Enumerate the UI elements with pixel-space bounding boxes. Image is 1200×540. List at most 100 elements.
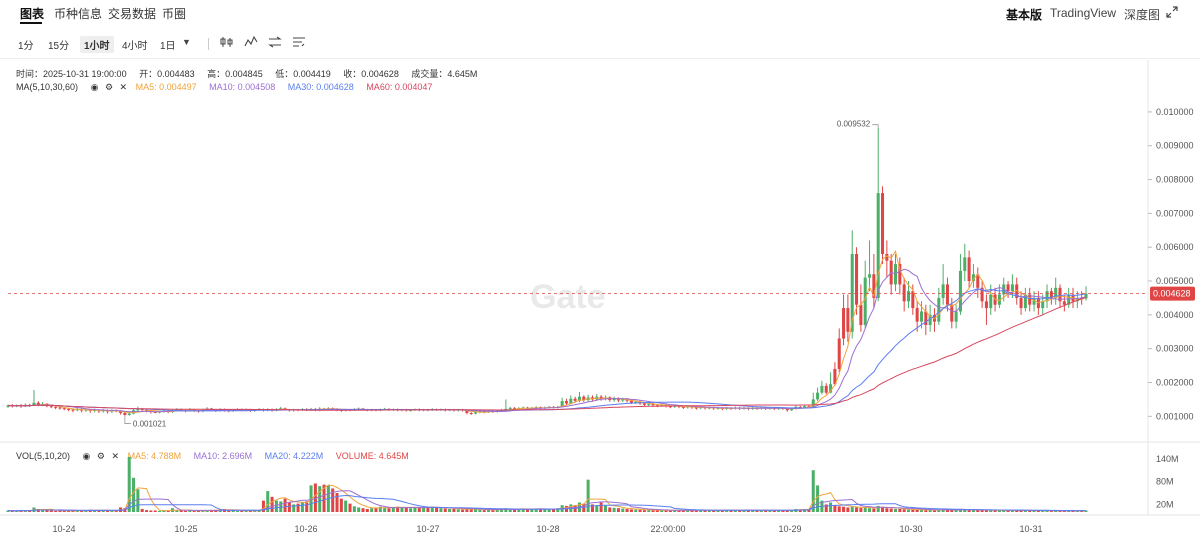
ma5-value: MA5: 0.004497 [135,82,197,92]
volume-bar [352,506,356,512]
volume-bar [196,510,201,512]
volume-bar [93,510,97,512]
volume-bar [950,510,954,512]
volume-bar [300,502,304,512]
volume-bar [504,508,508,512]
volume-bar [41,509,45,512]
tab-coin-info[interactable]: 币种信息 [54,7,103,21]
candle-body [153,411,157,413]
volume-bar [837,506,841,512]
timeframe-4h[interactable]: 4小时 [122,41,148,52]
ma30-value: MA30: 0.004628 [287,82,354,92]
volume-bar [642,510,646,512]
gear-icon[interactable]: ⚙ [104,82,114,92]
volume-bar [266,491,270,512]
timeframe-15m[interactable]: 15分 [48,41,70,52]
candle-body [1019,297,1023,309]
candle-body [629,400,633,403]
volume-bar [616,508,620,512]
volume-bar [673,510,677,512]
volume-bar [374,507,378,512]
volume-bar [49,510,53,512]
vol-close-icon[interactable]: ✕ [111,451,120,461]
candle-body [881,193,885,254]
volume-bar [248,510,252,512]
volume-bar [868,508,872,512]
max-marker [872,124,879,128]
info-volume: 成交量：4.645M [411,69,478,79]
volume-bar [97,510,101,512]
volume-bar [413,507,417,512]
timeframe-1h[interactable]: 1小时 [80,36,114,53]
fullscreen-icon[interactable] [1166,6,1178,21]
min-price-label: 0.001021 [133,420,167,429]
volume-bar [487,509,491,512]
vol-gear-icon[interactable]: ⚙ [96,451,105,461]
candle-body [651,403,655,406]
volume-bar [227,510,231,512]
timeframe-dropdown-icon[interactable]: ▼ [182,37,191,47]
volume-bar [764,510,768,512]
price-tick-label: 0.008000 [1156,175,1194,185]
indicator-icon[interactable] [244,35,258,51]
close-icon[interactable]: ✕ [119,82,128,92]
candle-body [1006,284,1010,292]
vol-eye-icon[interactable]: ◉ [82,451,91,461]
volume-bar [192,510,196,512]
volume-bar [651,510,655,512]
eye-icon[interactable]: ◉ [90,82,99,92]
volume-bar [1002,510,1006,512]
price-tick-label: 0.005000 [1156,276,1194,286]
candle-body [67,408,71,410]
volume-bar [893,508,898,512]
volume-bar [383,507,387,512]
candle-body [924,311,928,325]
volume-bar [612,507,616,512]
tab-coin-circle[interactable]: 币圈 [162,7,187,21]
candle-body [941,284,945,298]
volume-bar [785,510,789,512]
tab-tradingview[interactable]: TradingView [1050,6,1117,20]
header-divider [0,58,1200,59]
volume-bar [911,509,915,512]
volume-bar [1006,510,1010,512]
vol-legend: VOL(5,10,20) ◉ ⚙ ✕ MA5: 4.788M MA10: 2.6… [16,451,419,462]
candle-body [513,407,517,409]
tab-chart[interactable]: 图表 [20,7,45,21]
candle-body [811,399,815,407]
volume-bar [84,510,88,512]
volume-bar [443,508,447,512]
volume-bar [361,508,365,512]
volume-bar [543,509,547,512]
tab-basic[interactable]: 基本版 [1006,8,1043,22]
volume-bar [885,508,889,512]
candle-body [958,270,962,312]
timeframe-1m[interactable]: 1分 [18,41,34,52]
tab-trade-data[interactable]: 交易数据 [108,7,157,21]
volume-tick-label: 140M [1156,454,1179,464]
volume-bar [175,510,179,512]
candle-body [1049,291,1053,298]
volume-bar [590,504,594,512]
candlestick-type-icon[interactable] [220,36,234,51]
volume-bar [1058,510,1062,512]
candle-body [876,193,880,298]
volume-bar [963,509,967,512]
compare-icon[interactable] [268,36,282,51]
timeframe-1d[interactable]: 1日 [160,41,176,52]
volume-bar [1032,510,1036,512]
candle-body [694,407,698,409]
volume-bar [400,507,404,512]
volume-bar [1054,510,1058,512]
candle-body [846,308,850,332]
tab-depth[interactable]: 深度图 [1124,8,1161,22]
volume-bar [435,507,439,512]
settings-list-icon[interactable] [292,36,306,51]
volume-bar [274,500,278,512]
candle-body [980,287,984,302]
candle-body [855,253,859,305]
volume-bar [668,510,672,512]
candle-body [868,274,872,278]
candle-body [6,405,10,407]
